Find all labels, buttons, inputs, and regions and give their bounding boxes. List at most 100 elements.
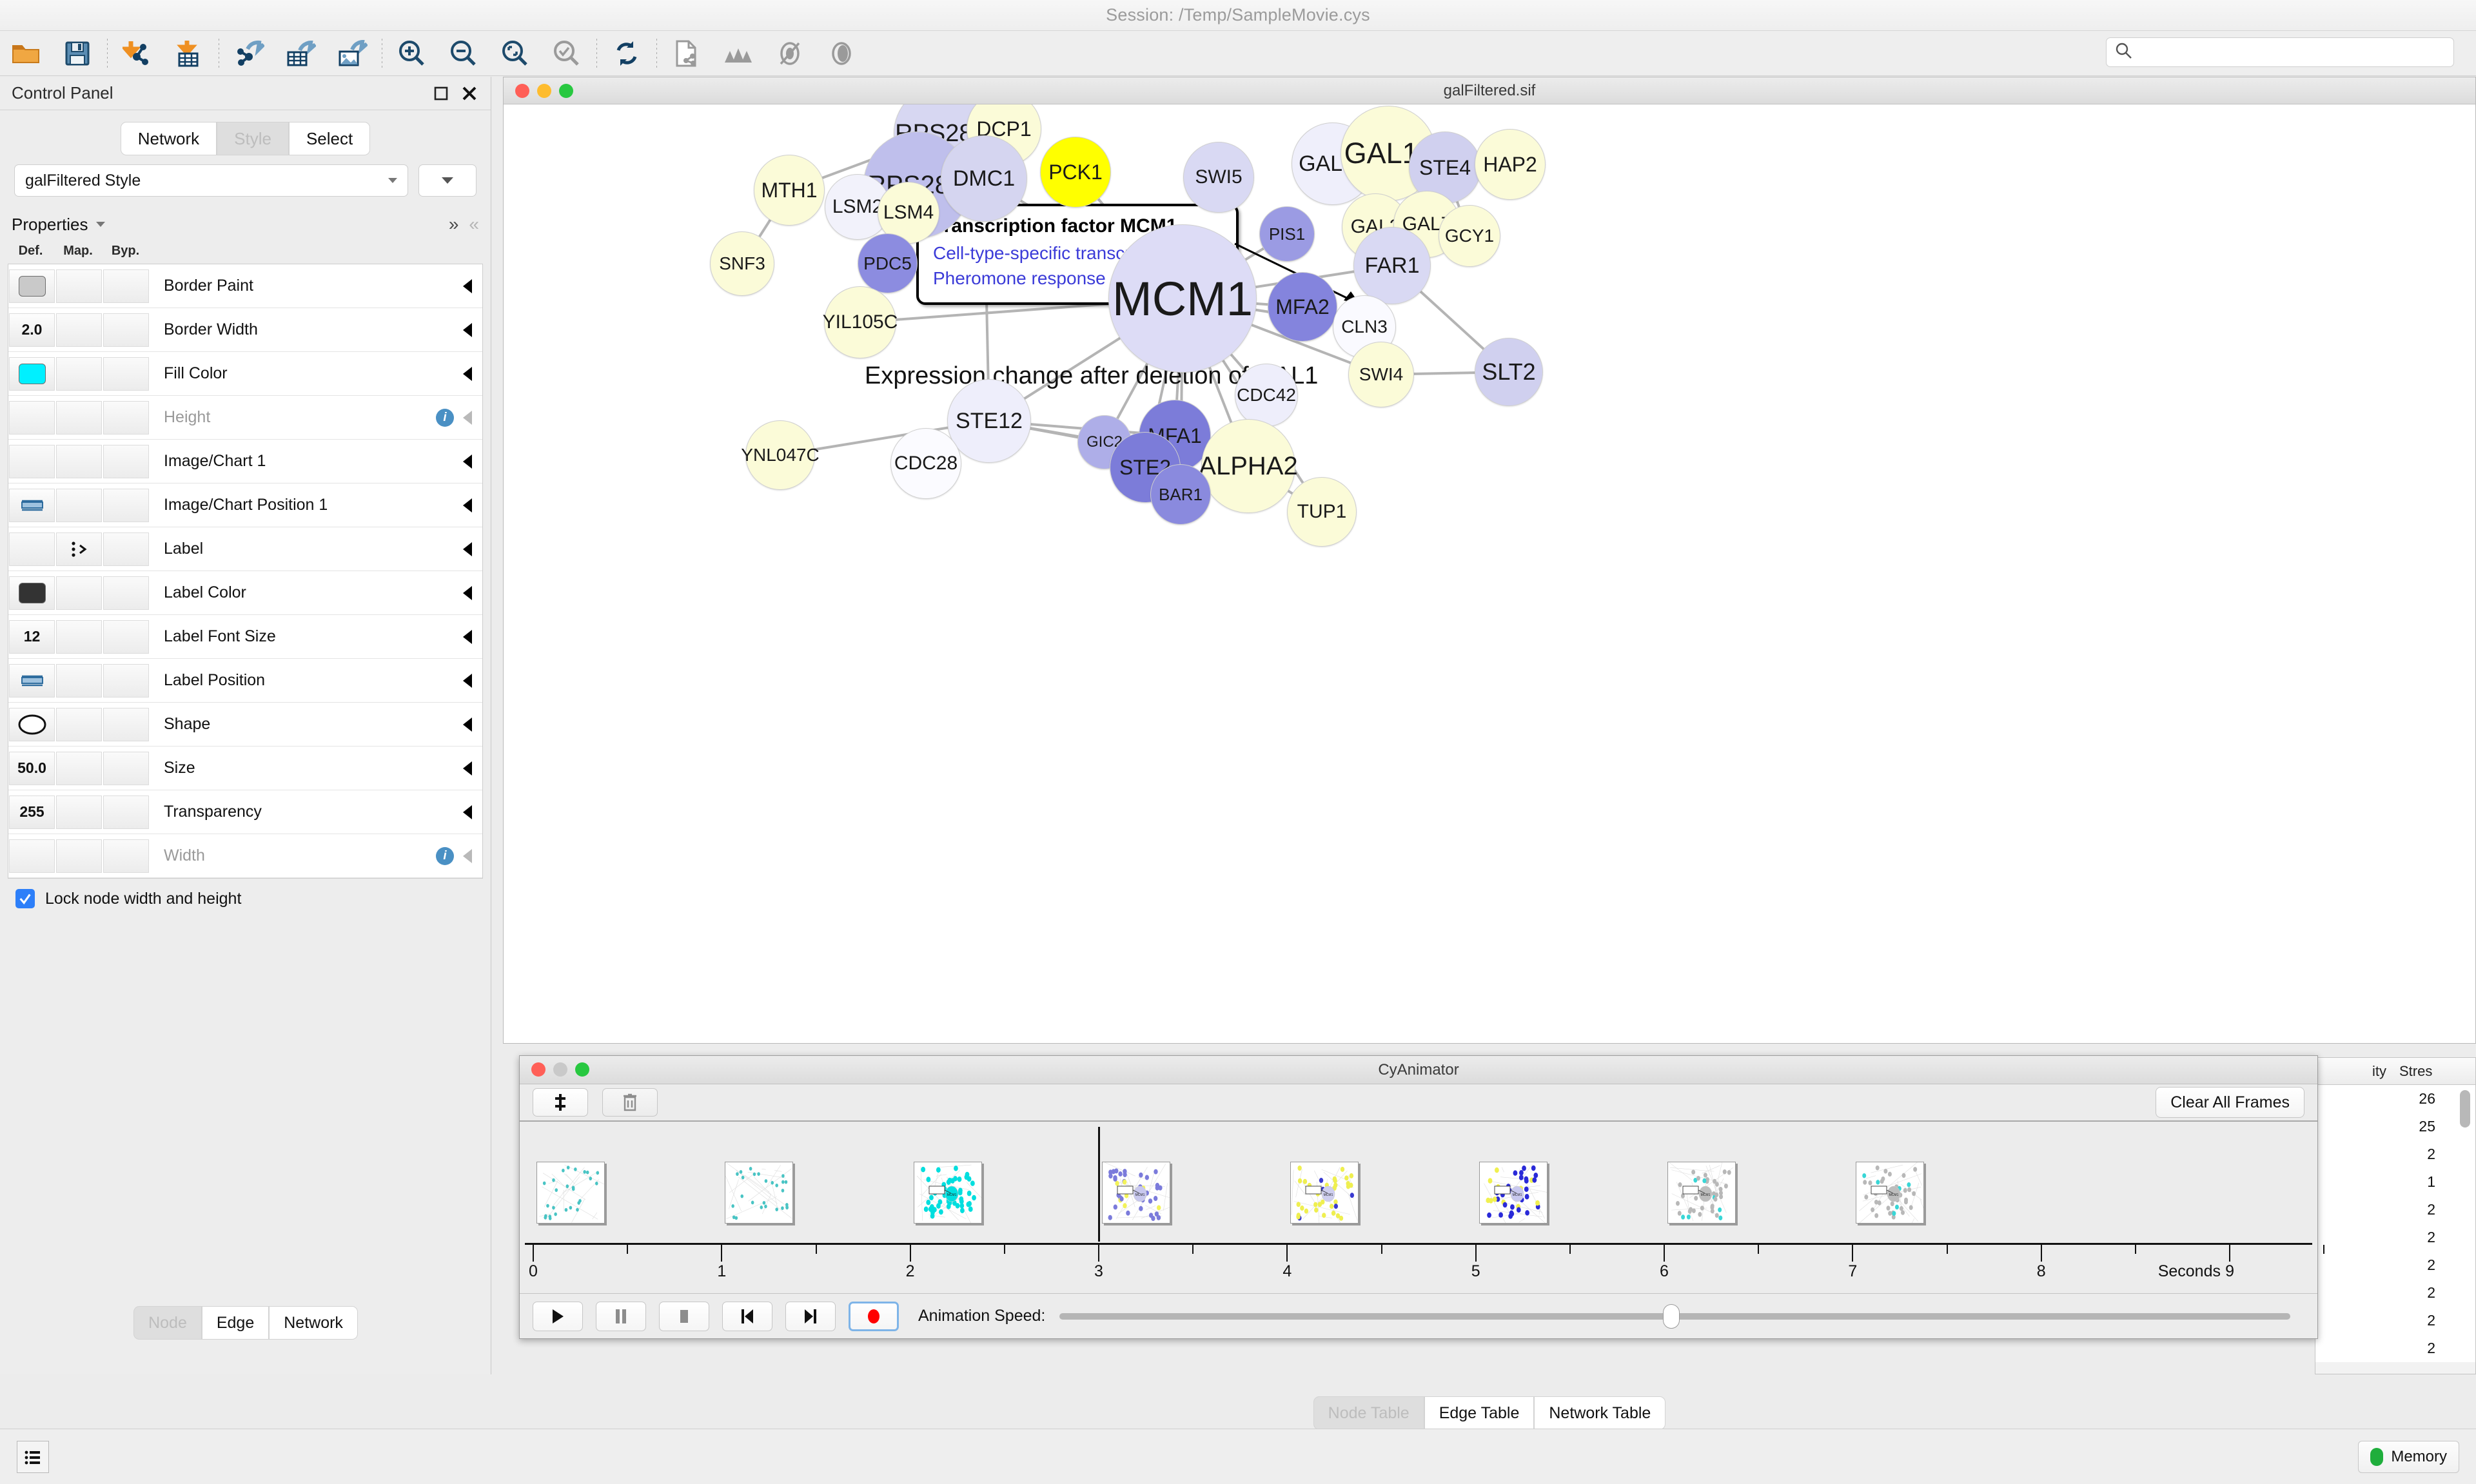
export-table-icon[interactable] [275,31,326,76]
zoom-fit-icon[interactable] [489,31,541,76]
restore-window-icon[interactable] [431,84,451,103]
network-node[interactable]: YIL105C [823,286,898,358]
show-icon[interactable] [816,31,867,76]
network-node[interactable]: STE12 [947,379,1031,463]
expand-property-arrow[interactable] [463,410,472,425]
import-table-icon[interactable] [163,31,215,76]
tab-edge[interactable]: Edge [201,1306,270,1340]
property-bypass-cell[interactable] [103,707,149,741]
clear-all-frames-button[interactable]: Clear All Frames [2156,1087,2304,1118]
property-mapping-cell[interactable] [56,751,102,785]
property-default-cell[interactable] [9,532,55,566]
property-bypass-cell[interactable] [103,576,149,610]
property-row[interactable]: Image/Chart 1 [8,440,482,483]
expand-property-arrow[interactable] [463,673,472,688]
table-row[interactable]: 2 [2427,1256,2435,1273]
property-default-cell[interactable] [9,269,55,303]
network-node[interactable]: CDC42 [1235,364,1298,427]
property-mapping-cell[interactable] [56,620,102,654]
add-frame-button[interactable] [533,1088,588,1117]
maximize-window-button[interactable] [575,1062,589,1077]
animation-frame[interactable] [536,1162,605,1224]
expand-property-arrow[interactable] [463,761,472,776]
property-row[interactable]: Border Paint [8,264,482,308]
double-chevron-up-icon[interactable]: « [469,214,479,234]
property-default-cell[interactable]: 2.0 [9,313,55,347]
animation-frame[interactable]: MCM1 [1479,1162,1548,1224]
property-bypass-cell[interactable] [103,488,149,522]
color-swatch[interactable] [18,363,46,384]
search-input[interactable] [2139,44,2442,61]
table-scrollbar[interactable] [2460,1090,2470,1128]
animation-frame[interactable]: MCM1 [913,1162,982,1224]
animation-frame[interactable]: MCM1 [1290,1162,1359,1224]
import-network-icon[interactable] [112,31,163,76]
property-bypass-cell[interactable] [103,532,149,566]
property-row[interactable]: 255 Transparency [8,790,482,834]
property-row[interactable]: 50.0 Size [8,747,482,790]
table-row[interactable]: 2 [2427,1340,2435,1356]
property-mapping-cell[interactable] [56,532,102,566]
zoom-in-icon[interactable] [386,31,438,76]
table-row[interactable]: 25 [2419,1118,2435,1135]
expand-property-arrow[interactable] [463,848,472,863]
network-node[interactable]: SWI5 [1183,142,1254,213]
stop-button[interactable] [659,1301,709,1331]
property-bypass-cell[interactable] [103,751,149,785]
style-options-button[interactable] [418,164,477,197]
property-default-cell[interactable] [9,400,55,434]
lock-node-size-checkbox[interactable] [15,889,35,908]
network-node[interactable]: GCY1 [1439,205,1500,267]
property-bypass-cell[interactable] [103,839,149,873]
table-row[interactable]: 2 [2427,1312,2435,1329]
color-swatch[interactable] [18,582,46,603]
close-window-button[interactable] [531,1062,545,1077]
property-mapping-cell[interactable] [56,839,102,873]
column-header-connectivity[interactable]: ity [2372,1062,2386,1079]
export-image-icon[interactable] [326,31,378,76]
property-mapping-cell[interactable] [56,795,102,829]
property-bypass-cell[interactable] [103,400,149,434]
property-mapping-cell[interactable] [56,576,102,610]
delete-frame-button[interactable] [602,1088,658,1117]
hide-icon[interactable] [764,31,816,76]
network-node[interactable]: ALPHA2 [1199,419,1298,513]
info-icon[interactable]: i [436,408,454,427]
property-mapping-cell[interactable] [56,444,102,478]
network-node[interactable]: CDC28 [890,428,961,499]
property-default-cell[interactable] [9,576,55,610]
tab-node-table[interactable]: Node Table [1313,1396,1424,1430]
search-box[interactable] [2106,37,2454,67]
export-network-icon[interactable] [223,31,275,76]
play-button[interactable] [533,1301,583,1331]
zoom-out-icon[interactable] [438,31,489,76]
tab-node[interactable]: Node [133,1306,202,1340]
property-row[interactable]: Width i [8,834,482,878]
double-chevron-down-icon[interactable]: » [448,214,459,234]
property-mapping-cell[interactable] [56,707,102,741]
expand-property-arrow[interactable] [463,278,472,293]
property-default-cell[interactable] [9,663,55,698]
network-node[interactable]: TUP1 [1287,477,1357,547]
table-row[interactable]: 2 [2427,1146,2435,1162]
network-node[interactable]: YNL047C [741,420,820,490]
network-node[interactable]: PDC5 [858,233,918,293]
new-network-icon[interactable] [661,31,712,76]
property-mapping-cell[interactable] [56,269,102,303]
network-node[interactable]: FAR1 [1353,227,1431,304]
skip-back-button[interactable] [722,1301,772,1331]
table-row[interactable]: 2 [2427,1201,2435,1218]
property-row[interactable]: 12 Label Font Size [8,615,482,659]
property-row[interactable]: Fill Color [8,352,482,396]
minimize-window-button[interactable] [553,1062,567,1077]
network-node[interactable]: MCM1 [1108,224,1257,373]
refresh-icon[interactable] [601,31,653,76]
property-bypass-cell[interactable] [103,313,149,347]
network-node[interactable]: PIS1 [1259,206,1315,262]
property-mapping-cell[interactable] [56,663,102,698]
animation-frame[interactable]: MCM1 [1856,1162,1925,1224]
property-row[interactable]: Image/Chart Position 1 [8,483,482,527]
property-bypass-cell[interactable] [103,620,149,654]
property-mapping-cell[interactable] [56,488,102,522]
close-window-button[interactable] [515,84,529,98]
